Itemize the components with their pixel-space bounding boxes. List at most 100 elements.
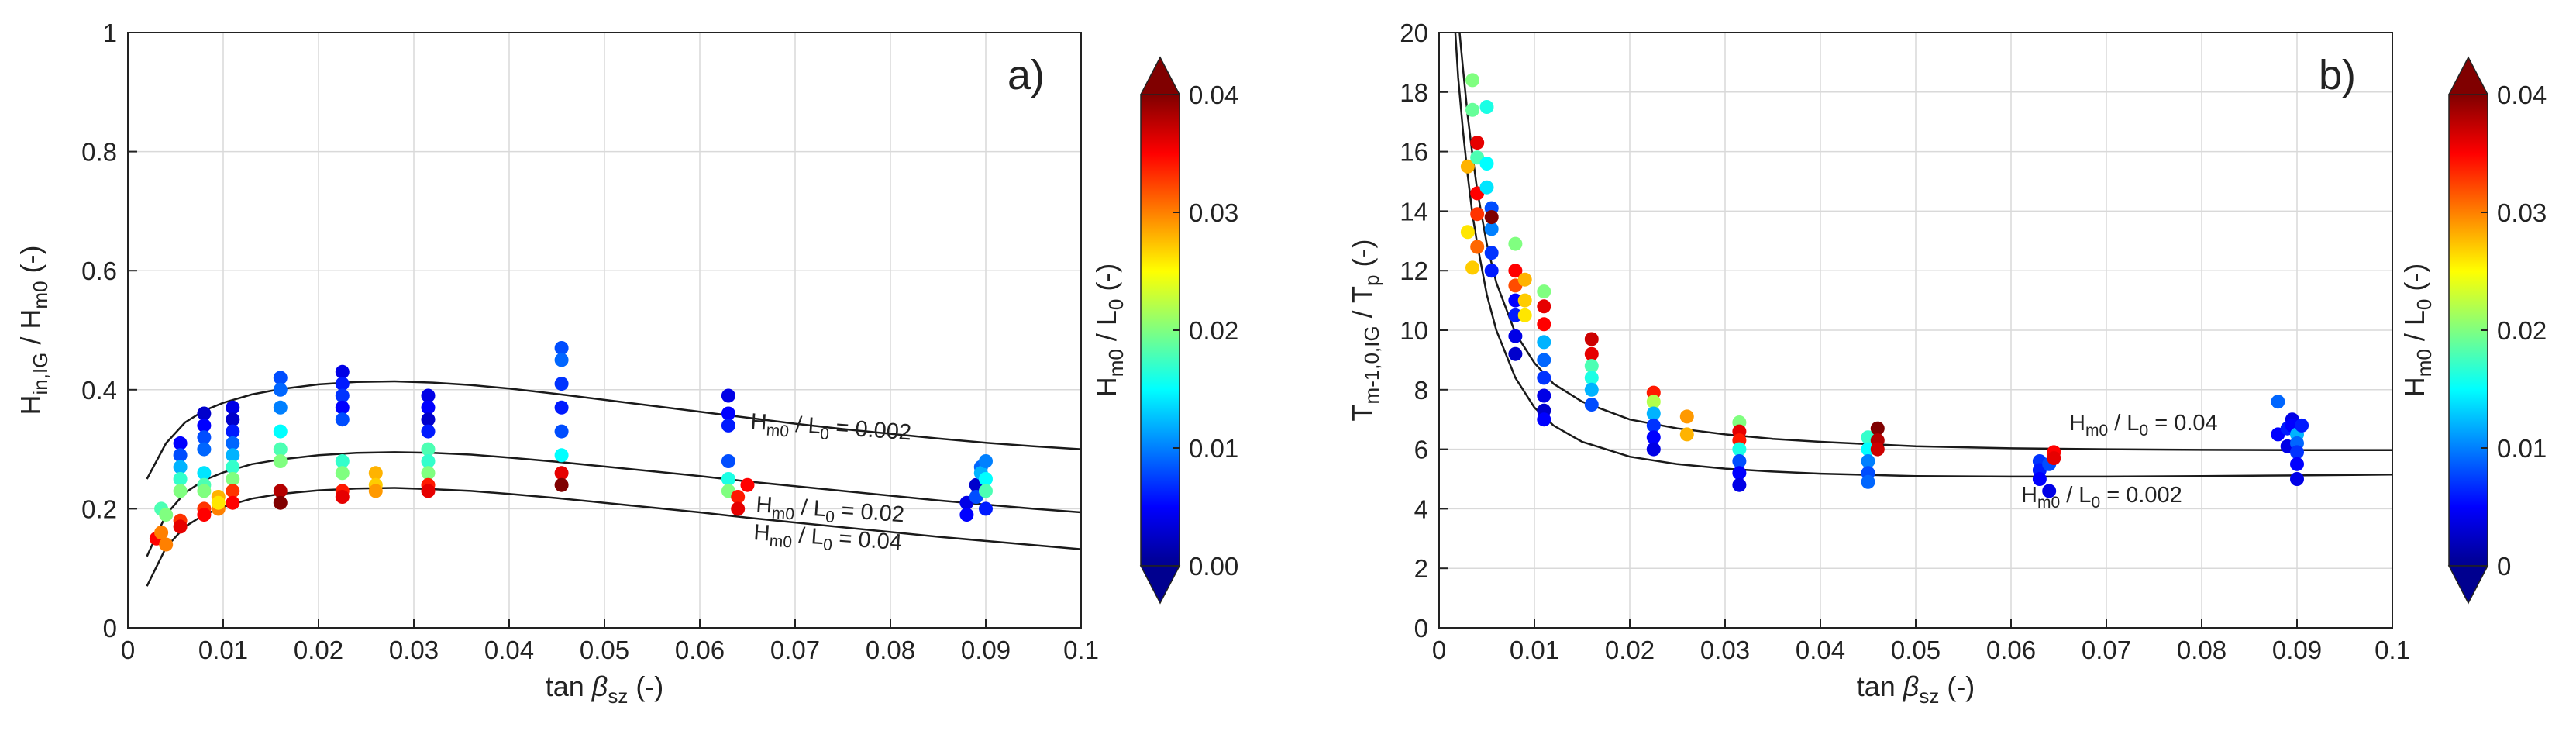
data-point bbox=[1460, 225, 1475, 240]
panel-b-grid bbox=[1439, 33, 2392, 628]
data-point bbox=[1508, 264, 1523, 278]
data-point bbox=[1460, 159, 1475, 174]
data-point bbox=[1679, 427, 1694, 442]
data-point bbox=[2290, 457, 2304, 471]
x-tick-label: 0.05 bbox=[1891, 636, 1941, 664]
panel-b-colorbar-bottom-arrow bbox=[2447, 565, 2489, 605]
panel-a-x-ticks: 0 0.01 0.02 0.03 0.04 0.05 0.06 0.07 0.08 0.09 0.1 bbox=[121, 619, 1099, 664]
data-point bbox=[159, 537, 174, 552]
x-tick-label: 0.07 bbox=[770, 636, 820, 664]
data-point bbox=[226, 460, 240, 474]
x-tick-label: 0.02 bbox=[294, 636, 343, 664]
x-tick-label: 0.01 bbox=[198, 636, 248, 664]
y-tick-label: 1 bbox=[103, 19, 117, 47]
colorbar-tick-label: 0.01 bbox=[2497, 434, 2547, 463]
data-point bbox=[226, 436, 240, 450]
y-tick-label: 14 bbox=[1400, 197, 1428, 226]
x-tick-label: 0.1 bbox=[2375, 636, 2410, 664]
data-point bbox=[173, 460, 188, 474]
x-tick-label: 0.09 bbox=[961, 636, 1011, 664]
x-tick-label: 0.04 bbox=[484, 636, 534, 664]
panel-b-y-axis-label: Tm-1,0,IG / Tp (-) bbox=[1346, 240, 1383, 422]
data-point bbox=[1470, 240, 1485, 254]
data-point bbox=[226, 472, 240, 486]
data-point bbox=[1484, 222, 1499, 236]
data-point bbox=[1870, 442, 1885, 457]
data-point bbox=[554, 341, 569, 355]
colorbar-tick-label: 0.01 bbox=[1189, 434, 1238, 463]
data-point bbox=[421, 484, 436, 498]
data-point bbox=[226, 424, 240, 439]
data-point bbox=[979, 472, 993, 486]
panel-b-x-ticks: 0 0.01 0.02 0.03 0.04 0.05 0.06 0.07 0.08 0.09 0.1 bbox=[1432, 619, 2410, 664]
data-point bbox=[1679, 409, 1694, 424]
data-point bbox=[421, 466, 436, 481]
y-tick-label: 8 bbox=[1414, 376, 1428, 405]
data-point bbox=[1870, 421, 1885, 436]
data-point bbox=[335, 466, 350, 481]
colorbar-tick-label: 0.04 bbox=[2497, 81, 2547, 109]
panel-a-colorbar-ticks: 0.00 0.01 0.02 0.03 0.04 bbox=[1173, 81, 1238, 581]
x-tick-label: 0.03 bbox=[389, 636, 439, 664]
data-point bbox=[1584, 382, 1599, 397]
data-point bbox=[1508, 236, 1523, 251]
data-point bbox=[1508, 308, 1523, 322]
colorbar-tick-label: 0 bbox=[2497, 552, 2511, 581]
data-point bbox=[226, 495, 240, 510]
colorbar-tick-label: 0.04 bbox=[1189, 81, 1238, 109]
data-point bbox=[273, 495, 288, 510]
panel-b-colorbar: 0 0.01 0.02 0.03 0.04 Hm0 / L0 (-) bbox=[2399, 56, 2547, 605]
data-point bbox=[197, 442, 212, 457]
data-point bbox=[2042, 484, 2057, 498]
y-tick-label: 16 bbox=[1400, 138, 1428, 167]
data-point bbox=[1465, 73, 1479, 88]
data-point bbox=[273, 484, 288, 498]
data-point bbox=[226, 448, 240, 463]
x-tick-label: 0.03 bbox=[1700, 636, 1750, 664]
data-point bbox=[731, 501, 746, 516]
data-point bbox=[273, 400, 288, 415]
y-tick-label: 0.8 bbox=[81, 138, 117, 167]
data-point bbox=[273, 424, 288, 439]
colorbar-tick-label: 0.00 bbox=[1189, 552, 1238, 581]
data-point bbox=[554, 353, 569, 367]
data-point bbox=[1479, 180, 1494, 195]
data-point bbox=[335, 364, 350, 379]
panel-a-y-ticks: 0 0.2 0.4 0.6 0.8 1 bbox=[81, 19, 137, 643]
data-point bbox=[740, 477, 755, 492]
data-point bbox=[1584, 370, 1599, 385]
y-tick-label: 2 bbox=[1414, 554, 1428, 583]
data-point bbox=[197, 484, 212, 498]
data-point bbox=[979, 501, 993, 516]
x-tick-label: 0 bbox=[1432, 636, 1446, 664]
data-point bbox=[368, 484, 383, 498]
data-point bbox=[335, 388, 350, 403]
data-point bbox=[1508, 329, 1523, 343]
data-point bbox=[1537, 335, 1551, 350]
data-point bbox=[554, 424, 569, 439]
data-point bbox=[2290, 445, 2304, 460]
data-point bbox=[721, 418, 735, 433]
data-point bbox=[335, 377, 350, 391]
x-tick-label: 0.06 bbox=[1986, 636, 2036, 664]
data-point bbox=[721, 472, 735, 486]
data-point bbox=[721, 454, 735, 468]
panel-a-curve-label-0.02: Hm0 / L0 = 0.02 bbox=[755, 492, 905, 531]
panel-a-colorbar-bottom-arrow bbox=[1139, 565, 1181, 605]
data-point bbox=[731, 490, 746, 504]
panel-a-curve-label-0.04: Hm0 / L0 = 0.04 bbox=[752, 520, 903, 559]
data-point bbox=[1732, 477, 1747, 492]
data-point bbox=[1484, 264, 1499, 278]
data-point bbox=[554, 400, 569, 415]
panel-b-points bbox=[1460, 73, 2309, 498]
panel-a-colorbar: 0.00 0.01 0.02 0.03 0.04 Hm0 / L0 (-) bbox=[1090, 56, 1238, 605]
y-tick-label: 4 bbox=[1414, 495, 1428, 523]
y-tick-label: 18 bbox=[1400, 78, 1428, 107]
data-point bbox=[2271, 395, 2285, 409]
y-tick-label: 0.2 bbox=[81, 495, 117, 523]
data-point bbox=[173, 484, 188, 498]
data-point bbox=[1537, 370, 1551, 385]
panel-a-points bbox=[149, 341, 993, 552]
data-point bbox=[421, 412, 436, 427]
data-point bbox=[1470, 136, 1485, 150]
